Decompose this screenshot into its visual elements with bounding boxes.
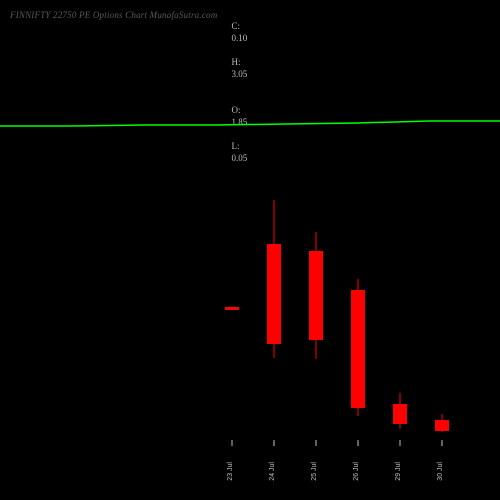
chart-svg: 23 Jul 24 Jul 25 Jul 26 Jul 29 Jul 30 Jul <box>0 0 500 500</box>
candle-body <box>435 420 449 431</box>
candle-body <box>267 244 281 344</box>
x-axis-label: 29 Jul <box>395 462 402 481</box>
x-axis-label: 23 Jul <box>227 462 234 481</box>
chart-container: { "title_text": "FINNIFTY 22750 PE Optio… <box>0 0 500 500</box>
candle-body <box>225 307 239 310</box>
x-axis-label: 24 Jul <box>269 462 276 481</box>
candle-body <box>351 290 365 408</box>
x-axis-label: 30 Jul <box>437 462 444 481</box>
candle-body <box>309 251 323 340</box>
overlay-line <box>0 121 500 126</box>
x-axis-label: 26 Jul <box>353 462 360 481</box>
candle-body <box>393 404 407 424</box>
x-axis-label: 25 Jul <box>311 462 318 481</box>
